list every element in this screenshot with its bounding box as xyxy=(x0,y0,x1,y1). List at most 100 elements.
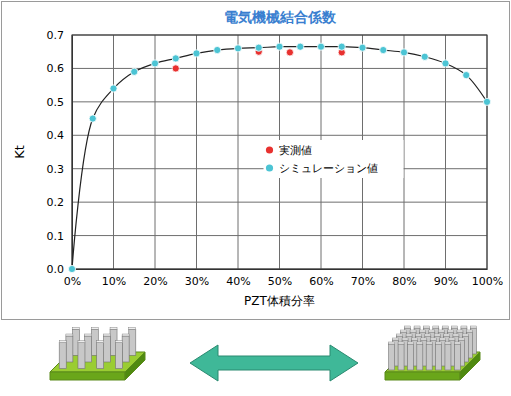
pillar-top xyxy=(462,334,468,336)
grid-line-x xyxy=(155,35,156,269)
pillar-top xyxy=(434,334,440,336)
grid-line-y xyxy=(72,135,487,136)
y-tick-label: 0.5 xyxy=(47,96,65,109)
pillar-top xyxy=(466,330,472,332)
chart-title: 電気機械結合係数 xyxy=(224,9,337,25)
point xyxy=(380,46,387,53)
pillar-top xyxy=(415,334,421,336)
y-tick-label: 0.2 xyxy=(47,196,65,209)
y-tick: 0.1 xyxy=(47,230,73,243)
pillar-top xyxy=(470,326,476,328)
pillar-top xyxy=(453,334,459,336)
x-axis-title: PZT体積分率 xyxy=(244,294,315,308)
pillar-top xyxy=(91,327,98,329)
point xyxy=(338,43,345,50)
y-tick: 0.6 xyxy=(47,62,73,75)
x-tick: 20% xyxy=(143,269,167,288)
pillar-top xyxy=(442,326,448,328)
pillar-top xyxy=(115,341,122,343)
pillar xyxy=(454,344,460,370)
point xyxy=(255,44,262,51)
legend-marker xyxy=(266,146,273,153)
x-tick: 40% xyxy=(226,269,250,288)
y-axis: 0.00.10.20.30.40.50.60.7 xyxy=(47,29,73,276)
pillar xyxy=(129,329,136,355)
point xyxy=(110,85,117,92)
point xyxy=(276,43,283,50)
y-tick-label: 0.7 xyxy=(47,29,65,42)
pillar-top xyxy=(433,326,439,328)
point xyxy=(483,98,490,105)
pillar-top xyxy=(444,334,450,336)
x-tick-label: 60% xyxy=(309,275,333,288)
legend-label: 実測値 xyxy=(279,144,312,157)
pillar-top xyxy=(440,338,446,340)
grid-line-x xyxy=(196,35,197,269)
x-tick: 10% xyxy=(102,269,126,288)
pillar-top xyxy=(426,342,432,344)
grid-line-y xyxy=(72,101,487,102)
pillar xyxy=(66,336,73,362)
grid-line-x xyxy=(238,35,239,269)
pillar xyxy=(115,343,122,369)
pillar-top xyxy=(454,342,460,344)
point xyxy=(68,265,75,272)
x-tick-label: 10% xyxy=(102,275,126,288)
pillar-top xyxy=(97,341,104,343)
grid-line-y xyxy=(72,202,487,203)
legend-label: シミュレーション値 xyxy=(279,162,378,175)
pillar-top xyxy=(457,330,463,332)
pillar-top xyxy=(66,334,73,336)
y-tick-label: 0.6 xyxy=(47,62,65,75)
pillar-top xyxy=(448,330,454,332)
pillar-top xyxy=(423,326,429,328)
point xyxy=(463,72,470,79)
pillar-top xyxy=(414,326,420,328)
x-tick-label: 50% xyxy=(268,275,292,288)
pillar-top xyxy=(417,342,423,344)
y-tick: 0.3 xyxy=(47,163,73,176)
legend-background xyxy=(264,140,404,178)
chart-frame xyxy=(2,2,510,320)
pillar-top xyxy=(397,334,403,336)
pillar xyxy=(389,344,395,370)
pillar xyxy=(398,344,404,370)
pillar xyxy=(407,344,413,370)
pillar xyxy=(97,343,104,369)
pillar xyxy=(85,336,92,362)
x-tick: 60% xyxy=(309,269,333,288)
y-tick: 0.7 xyxy=(47,29,73,42)
illustration xyxy=(50,326,480,381)
x-tick-label: 90% xyxy=(434,275,458,288)
y-tick: 0.4 xyxy=(47,129,73,142)
x-tick: 100% xyxy=(472,269,503,288)
pillar-top xyxy=(389,342,395,344)
pillar xyxy=(426,344,432,370)
x-tick-label: 40% xyxy=(226,275,250,288)
x-tick-label: 20% xyxy=(143,275,167,288)
point xyxy=(297,43,304,50)
x-tick: 90% xyxy=(434,269,458,288)
x-tick: 30% xyxy=(185,269,209,288)
plot-frame xyxy=(72,35,487,269)
y-tick: 0.2 xyxy=(47,196,73,209)
pillar-top xyxy=(411,338,417,340)
pillar-top xyxy=(59,341,66,343)
point xyxy=(359,44,366,51)
x-tick: 50% xyxy=(268,269,292,288)
grid-line-x xyxy=(404,35,405,269)
pillar-top xyxy=(407,342,413,344)
pillar-top xyxy=(449,338,455,340)
x-tick-label: 30% xyxy=(185,275,209,288)
point xyxy=(172,55,179,62)
chart: 0%10%20%30%40%50%60%70%80%90%100%0.00.10… xyxy=(0,0,511,396)
grid xyxy=(72,35,487,269)
point xyxy=(234,45,241,52)
pillar-top xyxy=(393,338,399,340)
pillar xyxy=(417,344,423,370)
pillar-top xyxy=(129,327,136,329)
pillar-top xyxy=(419,330,425,332)
slab-front xyxy=(50,372,125,380)
y-tick-label: 0.4 xyxy=(47,129,65,142)
pillar xyxy=(103,336,110,362)
